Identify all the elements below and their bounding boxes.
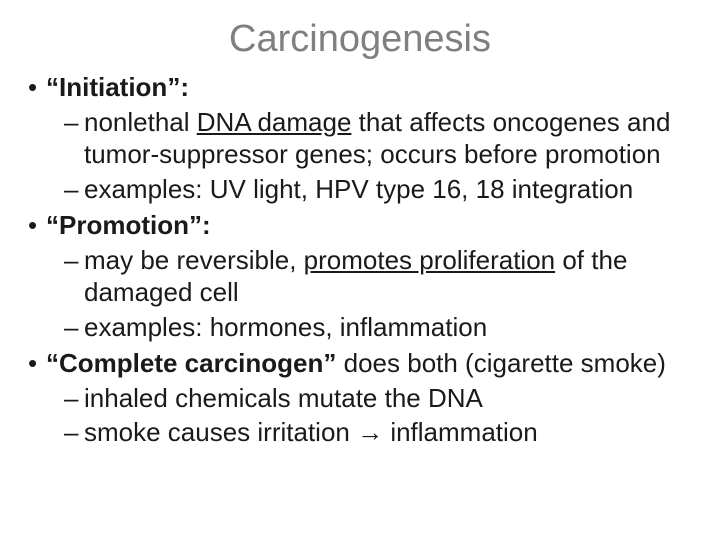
dash-icon: – xyxy=(64,416,84,449)
item-rest: does both (cigarette smoke) xyxy=(336,348,666,378)
sub-pre: nonlethal xyxy=(84,107,197,137)
sub-item: – smoke causes irritation → inflammation xyxy=(64,416,692,449)
sub-list: – may be reversible, promotes proliferat… xyxy=(28,244,692,344)
dash-icon: – xyxy=(64,311,84,344)
sub-text: examples: hormones, inflammation xyxy=(84,311,692,344)
item-text: “Initiation”: xyxy=(46,71,692,104)
dash-icon: – xyxy=(64,106,84,139)
slide: Carcinogenesis • “Initiation”: – nonleth… xyxy=(0,0,720,540)
sub-item: – examples: UV light, HPV type 16, 18 in… xyxy=(64,173,692,206)
sub-text: inhaled chemicals mutate the DNA xyxy=(84,382,692,415)
list-item: • “Complete carcinogen” does both (cigar… xyxy=(28,347,692,449)
item-text: “Promotion”: xyxy=(46,209,692,242)
bullet-icon: • xyxy=(28,209,46,242)
dash-icon: – xyxy=(64,382,84,415)
sub-list: – inhaled chemicals mutate the DNA – smo… xyxy=(28,382,692,449)
dash-icon: – xyxy=(64,244,84,277)
sub-text: examples: UV light, HPV type 16, 18 inte… xyxy=(84,173,692,206)
sub-pre: may be reversible, xyxy=(84,245,304,275)
sub-pre: smoke causes irritation → inflammation xyxy=(84,417,538,447)
sub-list: – nonlethal DNA damage that affects onco… xyxy=(28,106,692,206)
item-row: • “Promotion”: xyxy=(28,209,692,242)
sub-text: may be reversible, promotes proliferatio… xyxy=(84,244,692,309)
sub-text: smoke causes irritation → inflammation xyxy=(84,416,692,449)
sub-pre: examples: hormones, inflammation xyxy=(84,312,487,342)
sub-pre: examples: UV light, HPV type 16, 18 inte… xyxy=(84,174,633,204)
bullet-icon: • xyxy=(28,347,46,380)
bullet-icon: • xyxy=(28,71,46,104)
item-text: “Complete carcinogen” does both (cigaret… xyxy=(46,347,692,380)
bullet-list: • “Initiation”: – nonlethal DNA damage t… xyxy=(28,71,692,449)
item-bold: “Promotion”: xyxy=(46,210,211,240)
item-row: • “Initiation”: xyxy=(28,71,692,104)
item-bold: “Initiation”: xyxy=(46,72,189,102)
sub-ul: promotes proliferation xyxy=(304,245,555,275)
item-bold: “Complete carcinogen” xyxy=(46,348,336,378)
sub-text: nonlethal DNA damage that affects oncoge… xyxy=(84,106,692,171)
list-item: • “Initiation”: – nonlethal DNA damage t… xyxy=(28,71,692,205)
list-item: • “Promotion”: – may be reversible, prom… xyxy=(28,209,692,343)
sub-ul: DNA damage xyxy=(197,107,352,137)
dash-icon: – xyxy=(64,173,84,206)
sub-item: – examples: hormones, inflammation xyxy=(64,311,692,344)
sub-item: – may be reversible, promotes proliferat… xyxy=(64,244,692,309)
slide-title: Carcinogenesis xyxy=(28,18,692,61)
sub-item: – inhaled chemicals mutate the DNA xyxy=(64,382,692,415)
sub-pre: inhaled chemicals mutate the DNA xyxy=(84,383,483,413)
item-row: • “Complete carcinogen” does both (cigar… xyxy=(28,347,692,380)
sub-item: – nonlethal DNA damage that affects onco… xyxy=(64,106,692,171)
